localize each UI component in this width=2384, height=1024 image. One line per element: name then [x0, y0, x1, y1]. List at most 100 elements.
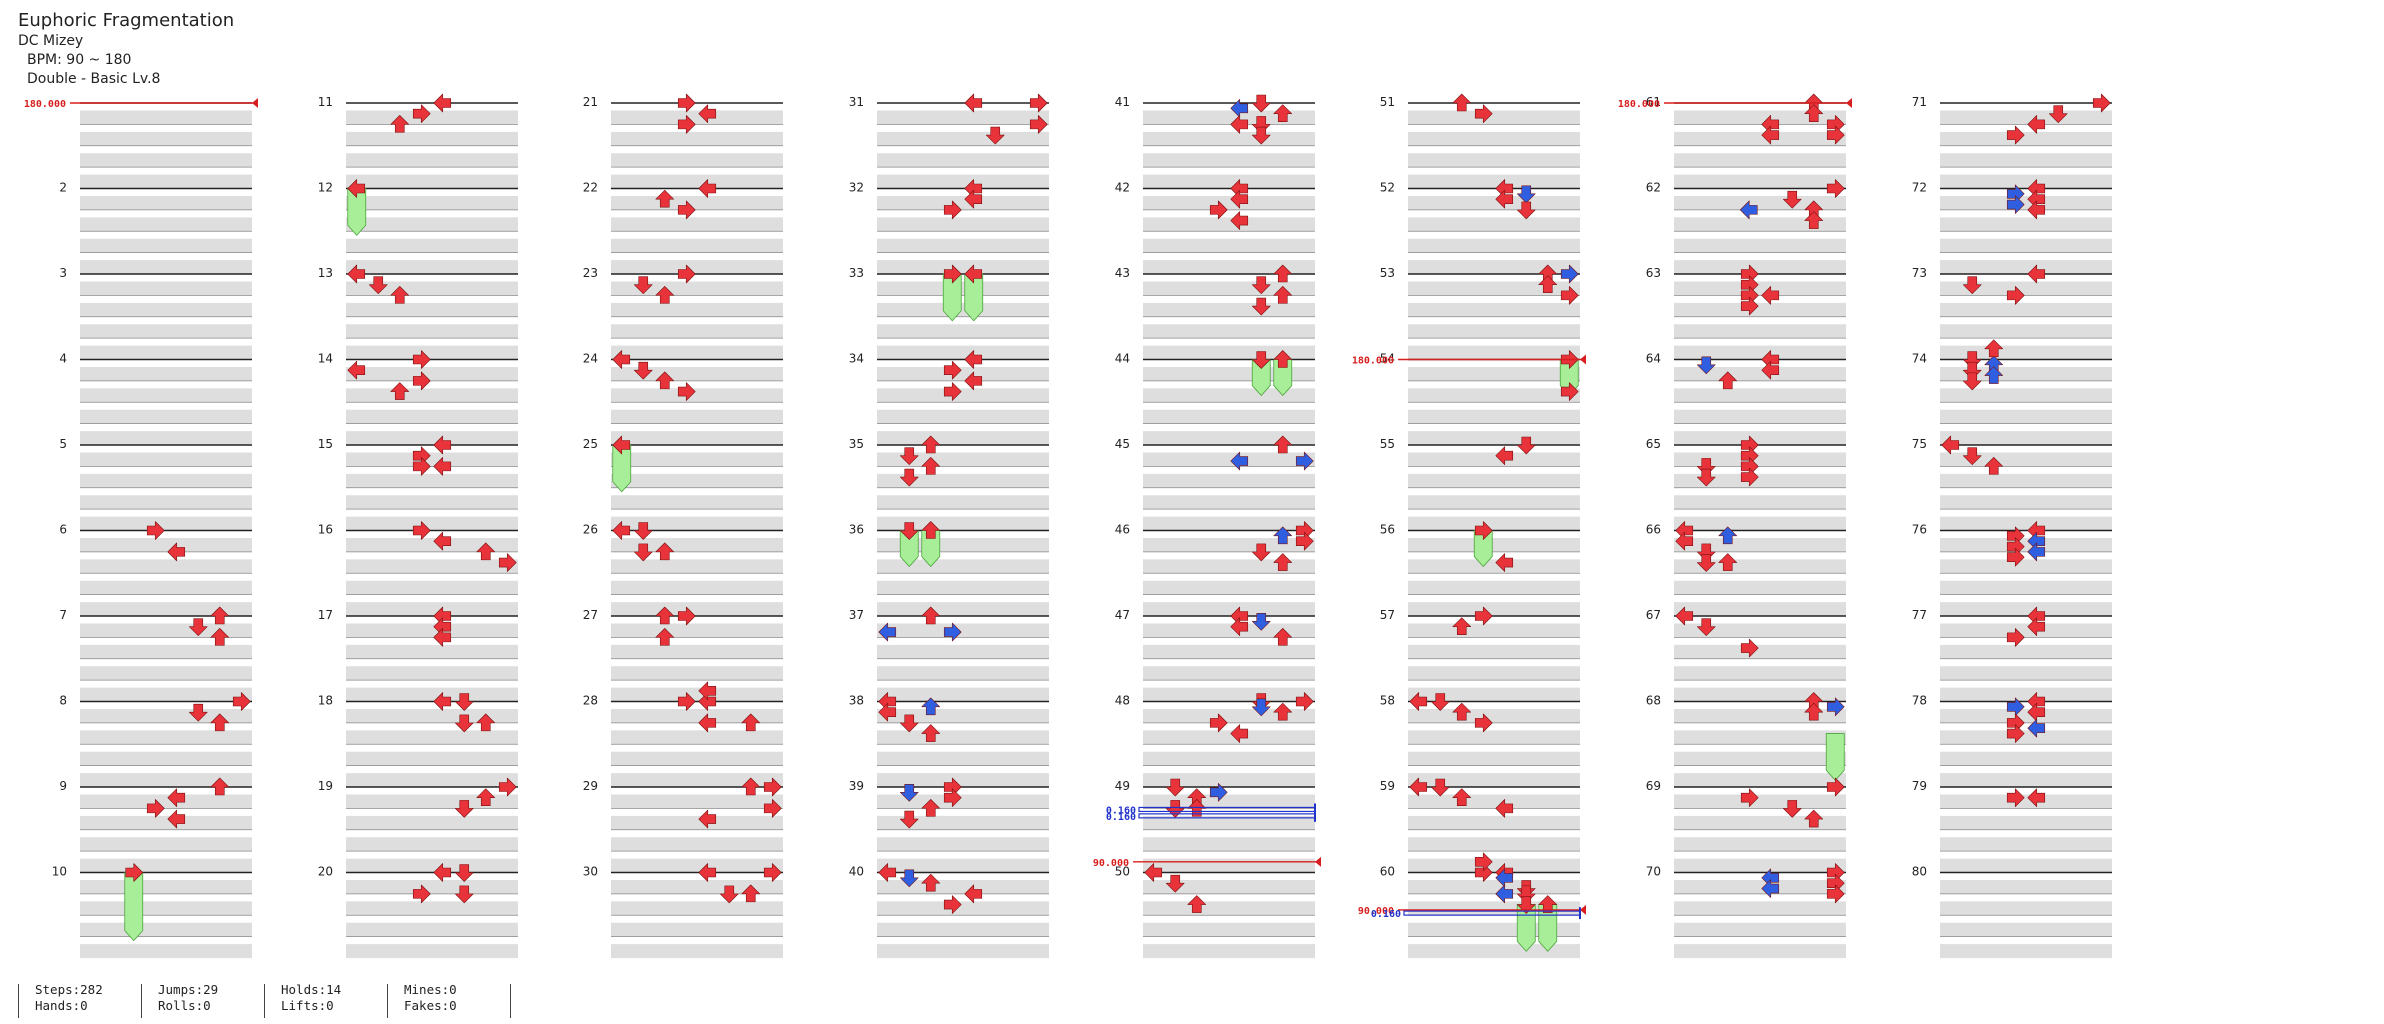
arrow-shape — [763, 777, 782, 797]
arrow-up-icon — [1538, 895, 1558, 913]
measure-30 — [611, 871, 783, 959]
measure-46 — [1143, 529, 1315, 617]
beat-band — [611, 922, 783, 937]
arrow-down-icon — [1782, 800, 1802, 818]
arrow-left-icon — [964, 264, 983, 284]
beat-band — [1674, 773, 1846, 788]
measure-number: 14 — [318, 352, 333, 366]
measure-59 — [1408, 786, 1580, 873]
measure-5 — [80, 444, 252, 531]
arrow-shape — [1984, 339, 2004, 358]
beat-band — [1674, 281, 1846, 296]
arrow-left-icon — [2027, 617, 2046, 636]
arrow-shape — [1538, 275, 1558, 293]
beat-band — [1674, 217, 1846, 232]
measure-41 — [1143, 102, 1315, 189]
arrow-shape — [1740, 788, 1759, 807]
arrow-shape — [1230, 211, 1249, 230]
beat-band — [346, 751, 518, 766]
arrow-up-icon — [210, 628, 230, 646]
arrow-shape — [964, 350, 983, 369]
measure-number: 5 — [59, 437, 67, 451]
beat-band — [1940, 922, 2112, 937]
beat-band — [1940, 751, 2112, 766]
beat-band — [346, 709, 518, 723]
beat-band — [611, 837, 783, 852]
beat-band — [1674, 388, 1846, 403]
arrow-shape — [454, 800, 474, 818]
beat-band — [877, 174, 1049, 189]
measure-number: 30 — [583, 865, 598, 879]
arrow-shape — [612, 435, 631, 455]
measure-58 — [1408, 700, 1580, 788]
beat-band — [611, 580, 783, 595]
beat-band — [1408, 367, 1580, 381]
measure-27 — [611, 615, 783, 702]
arrow-shape — [146, 521, 165, 540]
beat-band — [877, 602, 1049, 617]
beat-band — [1940, 944, 2112, 959]
arrow-shape — [412, 350, 431, 369]
measure-45 — [1143, 444, 1315, 531]
measure-number: 63 — [1646, 266, 1661, 280]
stats-divider — [510, 984, 511, 1018]
measure-10 — [80, 871, 252, 959]
measure-number: 7 — [59, 608, 67, 622]
arrow-left-icon — [964, 350, 983, 369]
measure-number: 75 — [1912, 437, 1927, 451]
beat-band — [1408, 196, 1580, 210]
arrow-shape — [1495, 446, 1514, 465]
beat-band — [1143, 131, 1315, 146]
measure-15 — [346, 444, 518, 531]
measure-number: 35 — [849, 437, 864, 451]
bpm-value: 90.000 — [1358, 906, 1394, 917]
beat-band — [80, 559, 252, 574]
beat-band — [80, 709, 252, 723]
beat-band — [877, 559, 1049, 574]
measure-36 — [877, 529, 1049, 617]
arrow-shape — [943, 264, 962, 284]
beat-band — [1408, 944, 1580, 959]
arrow-right-icon — [677, 200, 696, 220]
arrow-left-icon — [878, 863, 897, 882]
measure-number: 71 — [1912, 95, 1927, 109]
arrow-down-icon — [1251, 276, 1271, 294]
measure-14 — [346, 358, 518, 446]
beat-band — [80, 409, 252, 424]
arrow-shape — [878, 622, 897, 642]
beat-band — [611, 644, 783, 659]
beat-band — [1143, 901, 1315, 916]
beat-band — [1408, 174, 1580, 189]
beat-band — [1940, 644, 2112, 659]
arrow-up-icon — [1273, 553, 1293, 571]
arrow-shape — [1474, 606, 1493, 626]
arrow-down-icon — [1962, 361, 1982, 380]
beat-band — [1408, 922, 1580, 937]
measure-number: 44 — [1115, 352, 1130, 366]
beat-band — [346, 367, 518, 381]
arrow-left-icon — [2027, 200, 2046, 220]
bpm-change: 90.000 — [1358, 904, 1586, 917]
measure-1 — [80, 102, 252, 189]
beat-band — [877, 217, 1049, 232]
arrow-left-icon — [698, 104, 717, 123]
arrow-shape — [633, 361, 653, 380]
arrow-up-icon — [655, 371, 675, 390]
arrow-right-icon — [943, 200, 962, 220]
arrow-shape — [1165, 800, 1185, 818]
arrow-shape — [1696, 554, 1716, 572]
beat-band — [1143, 666, 1315, 681]
arrow-shape — [763, 799, 782, 818]
beat-band — [1674, 644, 1846, 659]
arrow-right-icon — [1560, 264, 1579, 284]
measure-48 — [1143, 700, 1315, 788]
beat-band — [877, 644, 1049, 659]
measure-number: 3 — [59, 266, 67, 280]
beat-band — [1940, 345, 2112, 360]
beat-band — [877, 196, 1049, 210]
measure-number: 40 — [849, 865, 864, 879]
measure-38 — [877, 700, 1049, 788]
arrow-shape — [1675, 531, 1694, 551]
arrow-right-icon — [943, 788, 962, 807]
arrow-shape — [1251, 698, 1271, 717]
